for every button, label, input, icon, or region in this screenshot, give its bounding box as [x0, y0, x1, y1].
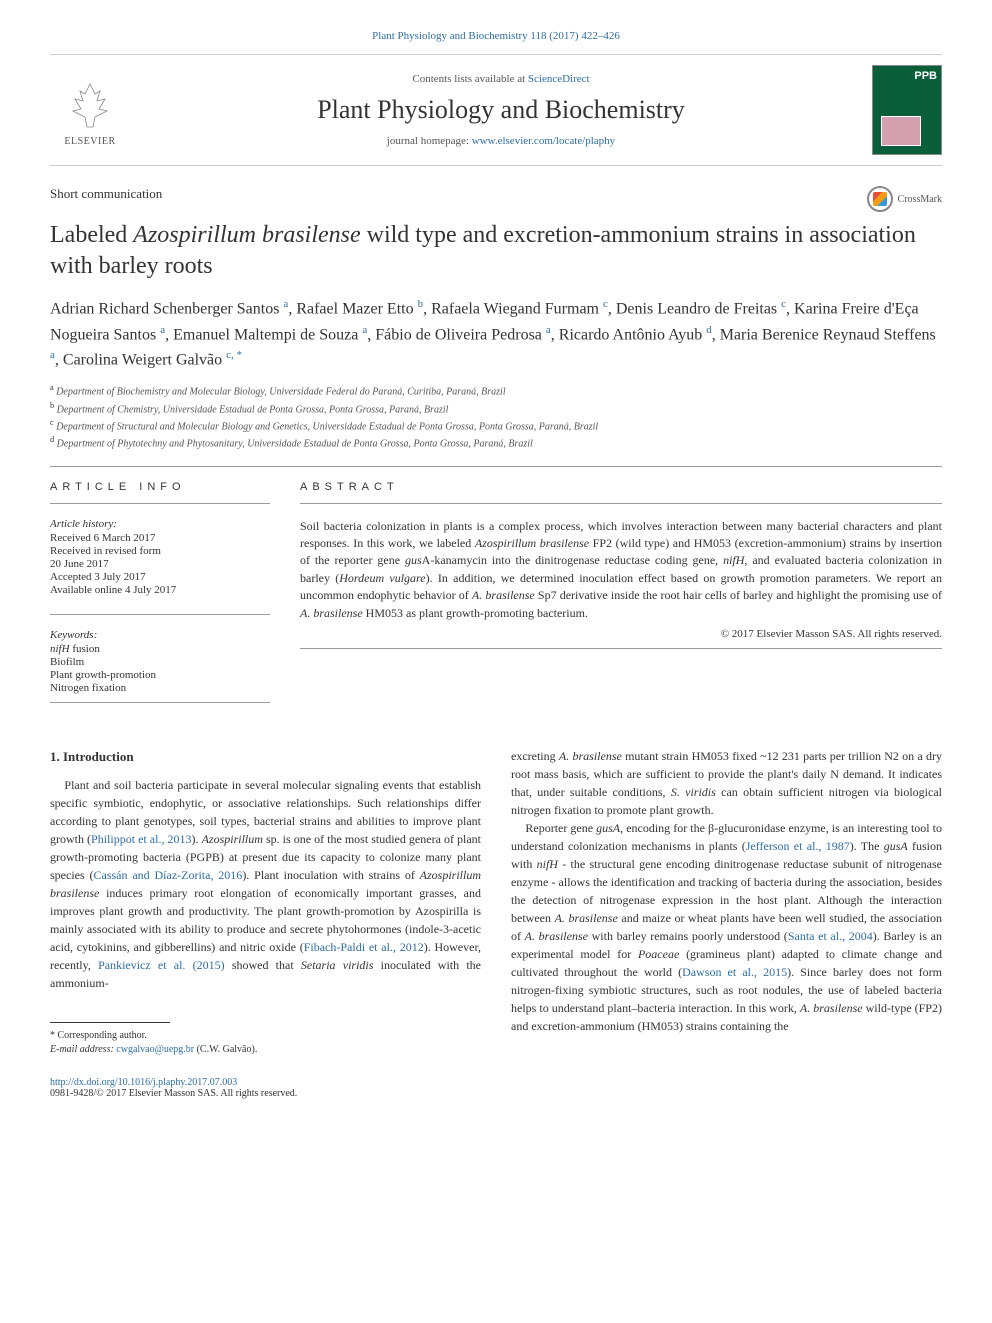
abstract-end-rule	[300, 648, 942, 649]
contents-prefix: Contents lists available at	[412, 73, 527, 85]
email-suffix: (C.W. Galvão).	[194, 1044, 257, 1055]
footnote-rule	[50, 1022, 170, 1023]
publisher-block: ELSEVIER	[50, 74, 130, 147]
contents-line: Contents lists available at ScienceDirec…	[130, 73, 872, 85]
abstract-text: Soil bacteria colonization in plants is …	[300, 518, 942, 622]
body-col-right: excreting A. brasilense mutant strain HM…	[511, 747, 942, 1058]
abstract-rule	[300, 503, 942, 504]
keyword-item: Nitrogen fixation	[50, 682, 270, 694]
masthead: ELSEVIER Contents lists available at Sci…	[50, 54, 942, 166]
info-end-rule	[50, 702, 270, 703]
homepage-prefix: journal homepage:	[387, 135, 472, 147]
doi-link[interactable]: http://dx.doi.org/10.1016/j.plaphy.2017.…	[50, 1077, 237, 1088]
section-rule	[50, 466, 942, 467]
affiliation-item: d Department of Phytotechny and Phytosan…	[50, 434, 942, 451]
authors: Adrian Richard Schenberger Santos a, Raf…	[50, 296, 942, 372]
body-col-left: 1. Introduction Plant and soil bacteria …	[50, 747, 481, 1058]
affiliation-item: c Department of Structural and Molecular…	[50, 417, 942, 434]
info-rule	[50, 503, 270, 504]
intro-para-2a: excreting A. brasilense mutant strain HM…	[511, 747, 942, 819]
issn-line: 0981-9428/© 2017 Elsevier Masson SAS. Al…	[50, 1088, 297, 1099]
elsevier-tree-icon	[60, 74, 120, 134]
abstract-heading: ABSTRACT	[300, 481, 942, 493]
corr-label: * Corresponding author.	[50, 1029, 481, 1043]
publisher-label: ELSEVIER	[64, 136, 115, 147]
cover-thumbnail: PPB	[872, 65, 942, 155]
crossmark-label: CrossMark	[898, 194, 942, 205]
masthead-center: Contents lists available at ScienceDirec…	[130, 73, 872, 147]
sciencedirect-link[interactable]: ScienceDirect	[528, 73, 590, 85]
article-title: Labeled Azospirillum brasilense wild typ…	[50, 220, 942, 282]
history-item: Received 6 March 2017	[50, 532, 270, 544]
crossmark-icon	[867, 186, 893, 212]
homepage-link[interactable]: www.elsevier.com/locate/plaphy	[472, 135, 615, 147]
keywords-label: Keywords:	[50, 629, 270, 641]
copyright: © 2017 Elsevier Masson SAS. All rights r…	[300, 628, 942, 640]
history-item: Available online 4 July 2017	[50, 584, 270, 596]
homepage-line: journal homepage: www.elsevier.com/locat…	[130, 135, 872, 147]
body-columns: 1. Introduction Plant and soil bacteria …	[50, 747, 942, 1058]
history-item: Accepted 3 July 2017	[50, 571, 270, 583]
crossmark-badge[interactable]: CrossMark	[867, 186, 942, 212]
article-type: Short communication	[50, 186, 162, 202]
corr-email-link[interactable]: cwgalvao@uepg.br	[116, 1044, 194, 1055]
intro-para-2b: Reporter gene gusA, encoding for the β-g…	[511, 819, 942, 1035]
affiliation-item: a Department of Biochemistry and Molecul…	[50, 382, 942, 399]
intro-para-1: Plant and soil bacteria participate in s…	[50, 776, 481, 992]
article-info: ARTICLE INFO Article history: Received 6…	[50, 481, 270, 717]
intro-heading: 1. Introduction	[50, 747, 481, 767]
affiliation-item: b Department of Chemistry, Universidade …	[50, 400, 942, 417]
keywords-rule	[50, 614, 270, 615]
article-info-heading: ARTICLE INFO	[50, 481, 270, 493]
keyword-item: Biofilm	[50, 656, 270, 668]
page-footer: http://dx.doi.org/10.1016/j.plaphy.2017.…	[50, 1077, 942, 1099]
email-label: E-mail address:	[50, 1044, 116, 1055]
corresponding-footnote: * Corresponding author. E-mail address: …	[50, 1029, 481, 1057]
journal-name: Plant Physiology and Biochemistry	[130, 95, 872, 125]
history-item: Received in revised form	[50, 545, 270, 557]
keyword-item: nifH fusion	[50, 643, 270, 655]
cover-ppb-label: PPB	[914, 70, 937, 82]
citation-header: Plant Physiology and Biochemistry 118 (2…	[50, 30, 942, 42]
abstract: ABSTRACT Soil bacteria colonization in p…	[300, 481, 942, 717]
history-item: 20 June 2017	[50, 558, 270, 570]
affiliations: a Department of Biochemistry and Molecul…	[50, 382, 942, 451]
history-label: Article history:	[50, 518, 270, 530]
cover-image-placeholder	[881, 116, 921, 146]
keyword-item: Plant growth-promotion	[50, 669, 270, 681]
